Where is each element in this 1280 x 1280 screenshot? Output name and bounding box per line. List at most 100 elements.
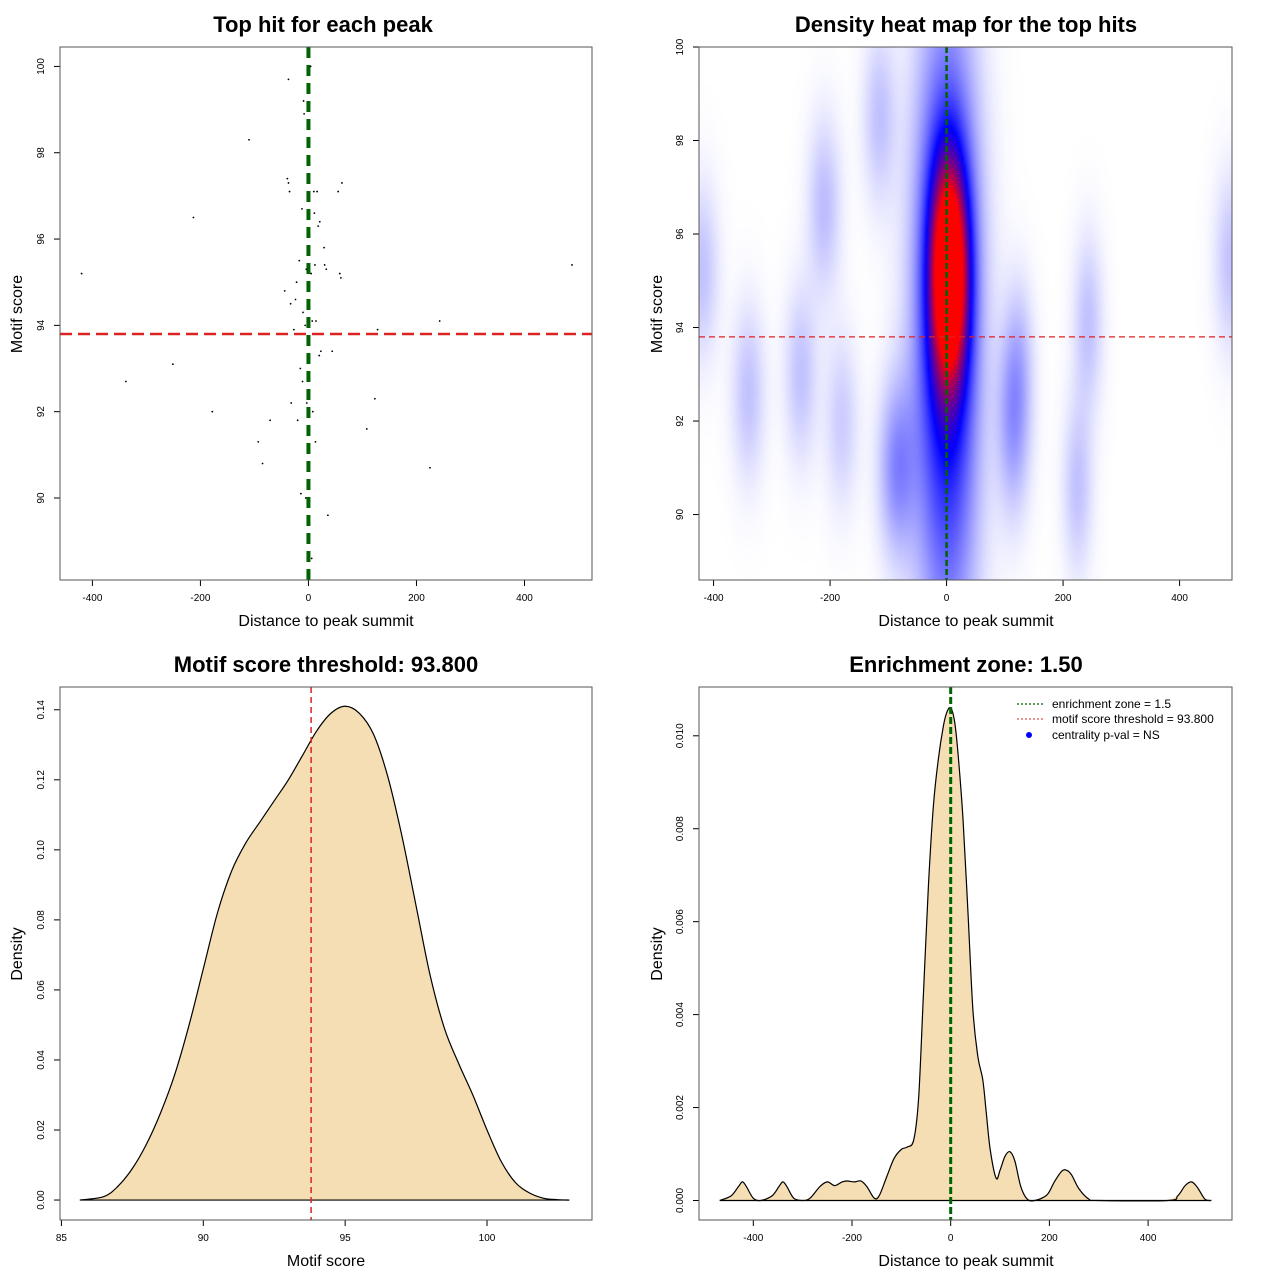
y-tick-label: 0.00 [36, 1190, 47, 1210]
x-tick-label: 90 [198, 1233, 210, 1244]
scatter-point [305, 268, 308, 271]
scatter-point [296, 419, 299, 422]
legend-label: centrality p-val = NS [1052, 728, 1160, 742]
scatter-point [311, 410, 314, 413]
scatter-point [341, 182, 343, 184]
y-tick-label: 0.04 [36, 1050, 47, 1070]
y-tick-label: 0.010 [675, 723, 686, 748]
scatter-point [287, 182, 290, 184]
panel-heatmap: Density heat map for the top hits Distan… [649, 12, 1233, 630]
scatter-point [298, 259, 301, 262]
legend: enrichment zone = 1.5 motif score thresh… [1017, 697, 1214, 742]
x-tick-label: -400 [743, 1233, 763, 1244]
x-tick-label: 0 [306, 593, 312, 604]
density-curve [79, 705, 570, 1201]
x-tick-label: 100 [479, 1233, 496, 1244]
scatter-point [295, 281, 298, 284]
scatter-point [313, 212, 316, 215]
scatter-point [317, 225, 320, 228]
scatter-point [376, 328, 379, 331]
x-tick-label: 95 [340, 1233, 352, 1244]
scatter-point [337, 190, 340, 193]
scatter-point [261, 462, 264, 465]
y-tick-label: 96 [36, 233, 47, 245]
y-tick-label: 92 [36, 406, 47, 418]
scatter-point [248, 138, 250, 141]
y-tick-label: 98 [36, 147, 47, 159]
x-tick-label: 400 [1140, 1233, 1157, 1244]
scatter-point [325, 268, 328, 271]
scatter-point [326, 514, 329, 517]
scatter-point [289, 302, 292, 305]
scatter-point [302, 100, 305, 102]
scatter-point [80, 272, 83, 275]
scatter-point [571, 264, 573, 266]
scatter-point [283, 289, 286, 292]
scatter-point [171, 363, 174, 366]
y-tick-label: 0.006 [675, 909, 686, 934]
scatter-point [373, 397, 376, 400]
scatter-point [299, 492, 302, 495]
y-tick-label: 0.02 [36, 1120, 47, 1140]
chart-title: Top hit for each peak [213, 12, 433, 37]
y-tick-label: 0.002 [675, 1095, 686, 1120]
x-tick-label: 400 [1171, 593, 1188, 604]
legend-label: motif score threshold = 93.800 [1052, 712, 1214, 726]
y-tick-label: 0.12 [36, 770, 47, 790]
scatter-point [192, 216, 195, 219]
scatter-point [331, 350, 334, 353]
x-tick-label: 0 [944, 593, 950, 604]
density-area-smooth [719, 707, 1212, 1201]
x-tick-label: 85 [56, 1233, 68, 1244]
y-tick-label: 0.14 [36, 700, 47, 720]
scatter-point [311, 320, 314, 322]
density-heatmap-image [699, 47, 1232, 580]
y-axis-label: Density [649, 927, 666, 980]
plot-frame [698, 686, 1233, 1221]
y-tick-label: 0.10 [36, 840, 47, 860]
scatter-point [310, 272, 313, 275]
x-tick-label: -400 [704, 593, 724, 604]
y-tick-label: 92 [675, 415, 686, 427]
scatter-point [301, 207, 303, 210]
scatter-point [286, 177, 289, 180]
panel-distance-density: Enrichment zone: 1.50 Distance to peak s… [649, 652, 1233, 1270]
scatter-point [257, 440, 260, 443]
y-tick-label: 0.008 [675, 816, 686, 841]
panel-score-density: Motif score threshold: 93.800 Motif scor… [9, 652, 593, 1270]
plot-frame [59, 46, 593, 581]
panel-scatter: Top hit for each peak Distance to peak s… [9, 12, 593, 630]
scatter-point [314, 440, 317, 443]
scatter-point [323, 264, 326, 266]
scatter-point [211, 410, 214, 413]
y-tick-label: 0.004 [675, 1002, 686, 1027]
x-tick-label: -200 [842, 1233, 862, 1244]
x-tick-label: -200 [190, 593, 210, 604]
chart-title: Enrichment zone: 1.50 [849, 652, 1083, 677]
scatter-point [323, 246, 326, 249]
scatter-point [304, 497, 307, 499]
scatter-point [438, 320, 441, 322]
y-tick-label: 94 [36, 319, 47, 331]
x-tick-label: 200 [1041, 1233, 1058, 1244]
y-axis-label: Density [9, 927, 26, 980]
scatter-point [314, 264, 316, 266]
chart-title: Motif score threshold: 93.800 [174, 652, 478, 677]
x-tick-label: 200 [1055, 593, 1072, 604]
y-tick-label: 94 [675, 322, 686, 334]
y-tick-label: 0.000 [675, 1188, 686, 1213]
scatter-point [318, 220, 321, 223]
plot-frame [698, 46, 1233, 581]
scatter-point [305, 402, 308, 404]
y-tick-label: 96 [675, 228, 686, 240]
y-tick-label: 90 [36, 492, 47, 504]
scatter-point [429, 466, 431, 469]
x-axis-label: Distance to peak summit [238, 613, 414, 630]
y-tick-label: 100 [675, 38, 686, 55]
x-axis-label: Distance to peak summit [878, 613, 1054, 630]
x-axis-label: Distance to peak summit [878, 1253, 1054, 1270]
x-tick-label: 400 [516, 593, 533, 604]
x-tick-label: -400 [82, 593, 102, 604]
scatter-point [318, 354, 321, 357]
y-axis-label: Motif score [649, 275, 666, 353]
